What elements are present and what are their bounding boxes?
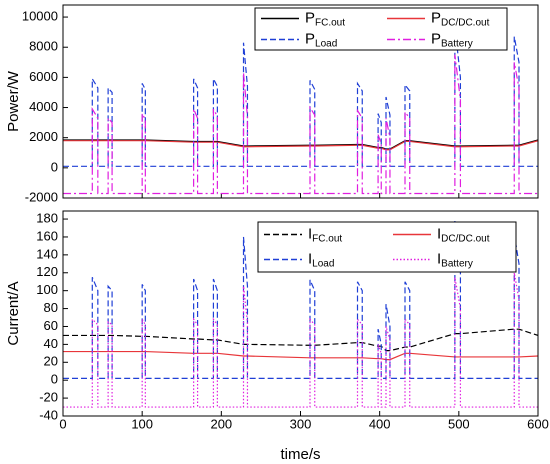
x-tick-label: 0	[59, 416, 66, 431]
legend-box	[257, 221, 517, 273]
series-line	[63, 220, 538, 380]
series-line	[63, 272, 538, 408]
y-tick-label: 20	[44, 354, 58, 369]
y-tick-label: 140	[36, 246, 58, 261]
legend-label: IDC/DC.out	[437, 225, 490, 244]
y-tick-label: 100	[36, 282, 58, 297]
x-tick-label: 100	[131, 416, 153, 431]
series-line	[63, 140, 538, 151]
series-line	[63, 26, 538, 167]
x-tick-label: 200	[210, 416, 232, 431]
x-tick-label: 500	[448, 416, 470, 431]
plot-frame	[62, 4, 539, 199]
y-axis-label: Current/A	[5, 281, 22, 345]
y-tick-label: 8000	[29, 39, 58, 54]
series-line	[63, 328, 538, 352]
legend-label: IBattery	[437, 250, 473, 269]
x-tick-label: 600	[527, 416, 549, 431]
y-tick-label: 120	[36, 264, 58, 279]
y-tick-label: 160	[36, 228, 58, 243]
y-tick-label: -2000	[25, 189, 58, 204]
x-axis-label: time/s	[280, 446, 320, 463]
legend-box	[254, 7, 508, 51]
y-tick-label: 0	[51, 159, 58, 174]
y-tick-label: 4000	[29, 99, 58, 114]
plot-frame	[62, 210, 539, 417]
y-tick-label: 2000	[29, 129, 58, 144]
legend-label: PFC.out	[305, 9, 345, 28]
legend-label: PLoad	[305, 30, 337, 49]
y-tick-label: 180	[36, 210, 58, 225]
y-tick-label: 6000	[29, 69, 58, 84]
x-tick-label: 400	[369, 416, 391, 431]
legend-label: PBattery	[431, 30, 473, 49]
series-line	[63, 350, 538, 361]
y-tick-label: -20	[39, 390, 58, 405]
series-line	[63, 54, 538, 195]
y-tick-label: 0	[51, 372, 58, 387]
legend-label: ILoad	[308, 250, 334, 269]
y-tick-label: -40	[39, 407, 58, 422]
y-tick-label: 60	[44, 318, 58, 333]
y-tick-label: 80	[44, 300, 58, 315]
y-axis-label: Power/W	[5, 70, 22, 132]
x-tick-label: 300	[290, 416, 312, 431]
legend-label: IFC.out	[308, 225, 342, 244]
y-tick-label: 40	[44, 336, 58, 351]
legend-label: PDC/DC.out	[431, 9, 490, 28]
series-line	[63, 139, 538, 150]
y-tick-label: 10000	[22, 9, 58, 24]
